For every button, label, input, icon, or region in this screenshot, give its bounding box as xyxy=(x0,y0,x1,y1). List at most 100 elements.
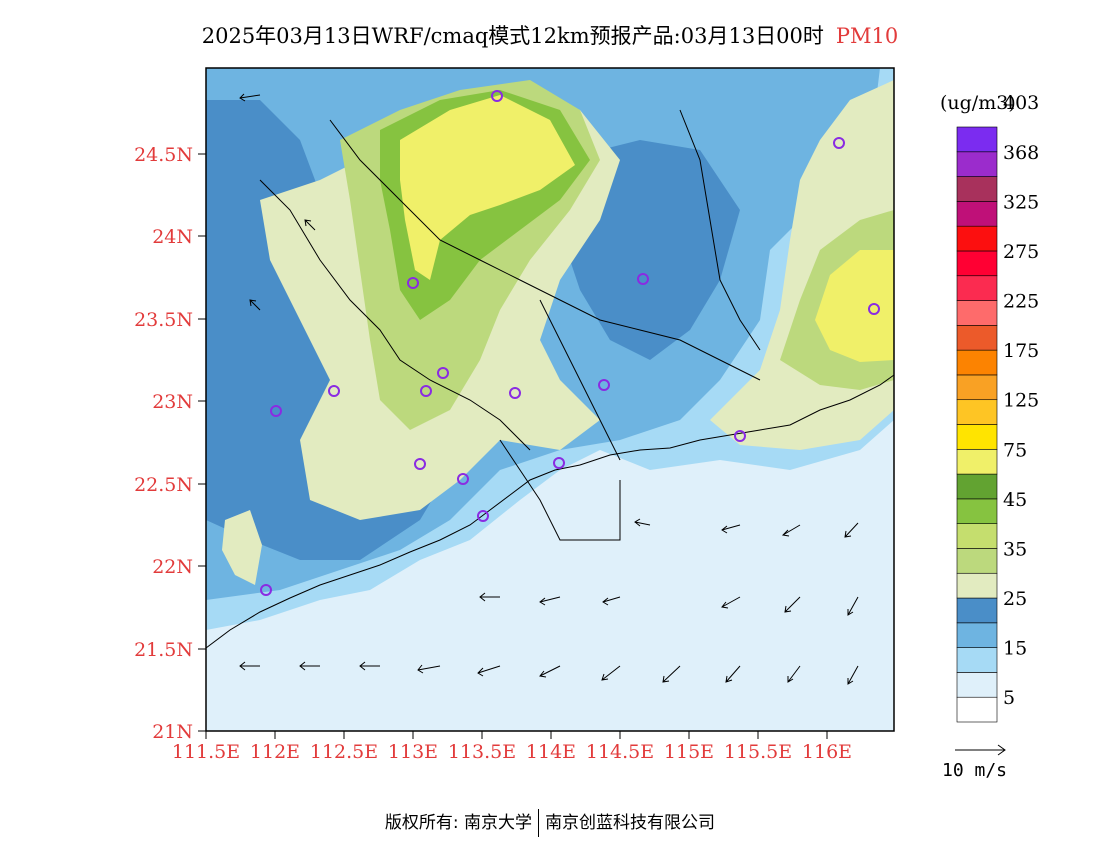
copyright-owner: 版权所有: 南京大学 xyxy=(384,813,533,833)
colorbar-swatch xyxy=(956,448,998,475)
wind-arrow xyxy=(634,518,651,527)
lon-label: 115E xyxy=(664,741,714,763)
lon-labels: 111.5E 112E 112.5E 113E 113.5E 114E 114.… xyxy=(172,741,852,763)
city-markers xyxy=(260,90,880,596)
city-marker xyxy=(598,379,610,391)
wind-arrow xyxy=(721,524,741,534)
colorbar-swatch xyxy=(956,647,998,673)
wind-arrow xyxy=(299,661,320,671)
colorbar-swatch xyxy=(956,201,998,227)
wind-arrow xyxy=(359,661,380,671)
lat-label: 24N xyxy=(152,226,193,248)
colorbar-swatch xyxy=(956,597,998,624)
colorbar-swatch xyxy=(956,176,998,202)
wind-arrow xyxy=(477,665,501,677)
colorbar xyxy=(956,126,998,723)
colorbar-label: 225 xyxy=(1003,291,1039,313)
city-marker xyxy=(637,273,649,285)
colorbar-swatch xyxy=(956,275,998,301)
city-marker xyxy=(457,473,469,485)
lon-label: 113.5E xyxy=(448,741,516,763)
lat-label: 22N xyxy=(152,556,193,578)
concentration-field xyxy=(206,68,894,731)
field-75 xyxy=(400,95,575,280)
colorbar-swatch xyxy=(956,548,998,574)
wind-arrow xyxy=(304,219,316,231)
lon-label: 112E xyxy=(250,741,300,763)
wind-arrow xyxy=(844,522,859,538)
city-marker xyxy=(407,277,419,289)
colorbar-swatch xyxy=(956,696,998,723)
title-variable: PM10 xyxy=(835,24,899,48)
wind-arrow xyxy=(602,596,621,606)
lat-labels: 24.5N 24N 23.5N 23N 22.5N 22N 21.5N 21N xyxy=(134,144,193,743)
colorbar-label: 175 xyxy=(1003,340,1039,362)
colorbar-swatch xyxy=(956,374,998,401)
city-marker xyxy=(833,137,845,149)
colorbar-swatch xyxy=(956,300,998,326)
wind-arrow xyxy=(721,596,741,609)
wind-arrow xyxy=(479,592,500,602)
colorbar-label: 325 xyxy=(1003,191,1039,213)
colorbar-label: 275 xyxy=(1003,241,1039,263)
colorbar-swatch xyxy=(956,473,998,500)
map-frame xyxy=(205,67,895,732)
axis-ticks xyxy=(198,153,828,739)
wind-arrow xyxy=(539,665,561,678)
colorbar-swatch xyxy=(956,399,998,425)
copyright-company: 南京创蓝科技有限公司 xyxy=(545,813,716,833)
wind-arrow xyxy=(662,665,681,683)
lon-label: 112.5E xyxy=(310,741,378,763)
colorbar-label: 35 xyxy=(1003,538,1027,560)
colorbar-label: 368 xyxy=(1003,142,1039,164)
colorbar-label: 403 xyxy=(1003,92,1039,114)
wind-arrow xyxy=(847,596,859,616)
wind-arrow xyxy=(239,661,260,671)
lon-label: 116E xyxy=(802,741,852,763)
city-marker xyxy=(414,458,426,470)
colorbar-labels: 5 15 25 35 45 75 125 175 225 275 325 368 403 xyxy=(1003,92,1039,709)
lat-label: 24.5N xyxy=(134,144,193,166)
lat-label: 21N xyxy=(152,721,193,743)
colorbar-swatch xyxy=(956,622,998,648)
colorbar-swatch xyxy=(956,250,998,277)
chart-title: 2025年03月13日WRF/cmaq模式12km预报产品:03月13日00时 P… xyxy=(0,20,1100,50)
lat-label: 22.5N xyxy=(134,474,193,496)
colorbar-swatch xyxy=(956,572,998,599)
wind-arrow xyxy=(847,665,859,685)
colorbar-swatch xyxy=(956,523,998,549)
field-east-75 xyxy=(815,250,894,362)
colorbar-label: 5 xyxy=(1003,687,1015,709)
city-marker xyxy=(477,510,489,522)
lat-label: 23N xyxy=(152,391,193,413)
coastline xyxy=(205,109,895,649)
colorbar-label: 125 xyxy=(1003,390,1039,412)
lon-label: 113E xyxy=(388,741,438,763)
wind-reference-arrow xyxy=(955,744,1006,756)
colorbar-swatch xyxy=(956,225,998,252)
colorbar-swatch xyxy=(956,498,998,524)
lon-label: 114E xyxy=(526,741,576,763)
city-marker xyxy=(509,387,521,399)
copyright-footer: 版权所有: 南京大学 南京创蓝科技有限公司 xyxy=(0,808,1100,837)
city-marker xyxy=(491,90,503,102)
lon-label: 115.5E xyxy=(724,741,792,763)
colorbar-swatch xyxy=(956,325,998,351)
city-marker xyxy=(553,457,565,469)
colorbar-label: 25 xyxy=(1003,588,1027,610)
wind-arrow xyxy=(417,664,441,674)
footer-divider xyxy=(538,809,540,837)
colorbar-swatch xyxy=(956,672,998,698)
colorbar-label: 75 xyxy=(1003,439,1027,461)
city-marker xyxy=(328,385,340,397)
city-marker xyxy=(420,385,432,397)
city-marker xyxy=(868,303,880,315)
colorbar-label: 15 xyxy=(1003,638,1027,660)
wind-arrow xyxy=(781,524,801,537)
lat-label: 23.5N xyxy=(134,309,193,331)
colorbar-swatch xyxy=(956,424,998,450)
city-marker xyxy=(734,430,746,442)
wind-arrow xyxy=(601,665,621,681)
city-marker xyxy=(437,367,449,379)
